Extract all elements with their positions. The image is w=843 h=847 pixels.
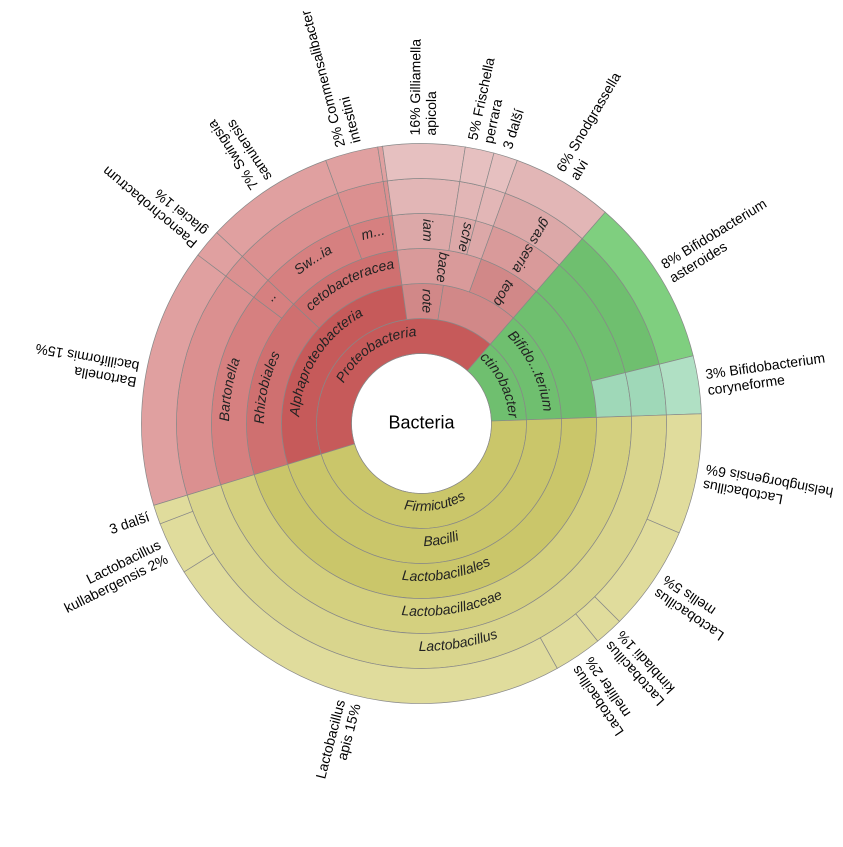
leaf-labelgroup-leaf_paeno: Paenochrobactrumglaciei 1% [99,151,210,252]
seg-gilli2[interactable] [387,179,459,217]
leaf-labelgroup-leaf_bifcory: 3% Bifidobacteriumcoryneforme [704,350,828,398]
leaf-labelgroup-leaf_3a: 3 další [499,107,527,151]
leaf-labelgroup-leaf_barto: Bartonellabacilliformis 15% [31,341,140,391]
seg-bifcory2[interactable] [625,364,666,416]
leaf-labelgroup-leaf_gilli: 16% Gilliamellaapicola [407,39,440,136]
seg-bifcory[interactable] [591,373,631,418]
leaf-labelgroup-leaf_hels: Lactobacillushelsingborgensis 6% [702,462,835,517]
leaf-labelgroup-leaf_kull: Lactobacilluskullabergensis 2% [54,537,170,616]
leaf-label-leaf_3a-0: 3 další [499,107,527,151]
leaf-labelgroup-leaf_mellis: Lactobacillusmellis 5% [651,572,736,644]
center-label: Bacteria [388,412,455,432]
seg-leaf_gilli[interactable] [383,144,466,182]
leaf-labelgroup-leaf_3b: 3 další [107,508,151,537]
leaf-label-leaf_3b-0: 3 další [107,508,151,537]
leaf-labelgroup-leaf_apis: Lactobacillusapis 15% [312,698,363,784]
leaf-labelgroup-leaf_snod: 6% Snodgrassellaalvi [553,69,638,183]
sunburst-chart: BacteriaProteobacteriaActinobacteriaFirm… [0,0,843,847]
leaf-labelgroup-leaf_comm: 2% Commensalibacterintestini [297,4,363,149]
leaf-label-leaf_gilli-0: 16% Gilliamella [407,39,424,136]
leaf-label-leaf_comm-0: 2% Commensalibacter [297,8,348,149]
leaf-label-leaf_gilli-1: apicola [423,91,439,136]
leaf-label-leaf_snod-0: 6% Snodgrassella [553,69,624,175]
leaf-labelgroup-leaf_bifast: 8% Bifidobacteriumasteroides [658,195,778,285]
seg-leaf_bifcory[interactable] [659,356,701,415]
leaf-labelgroup-leaf_swing: 7% Swingsiasamuiensis [204,108,275,193]
